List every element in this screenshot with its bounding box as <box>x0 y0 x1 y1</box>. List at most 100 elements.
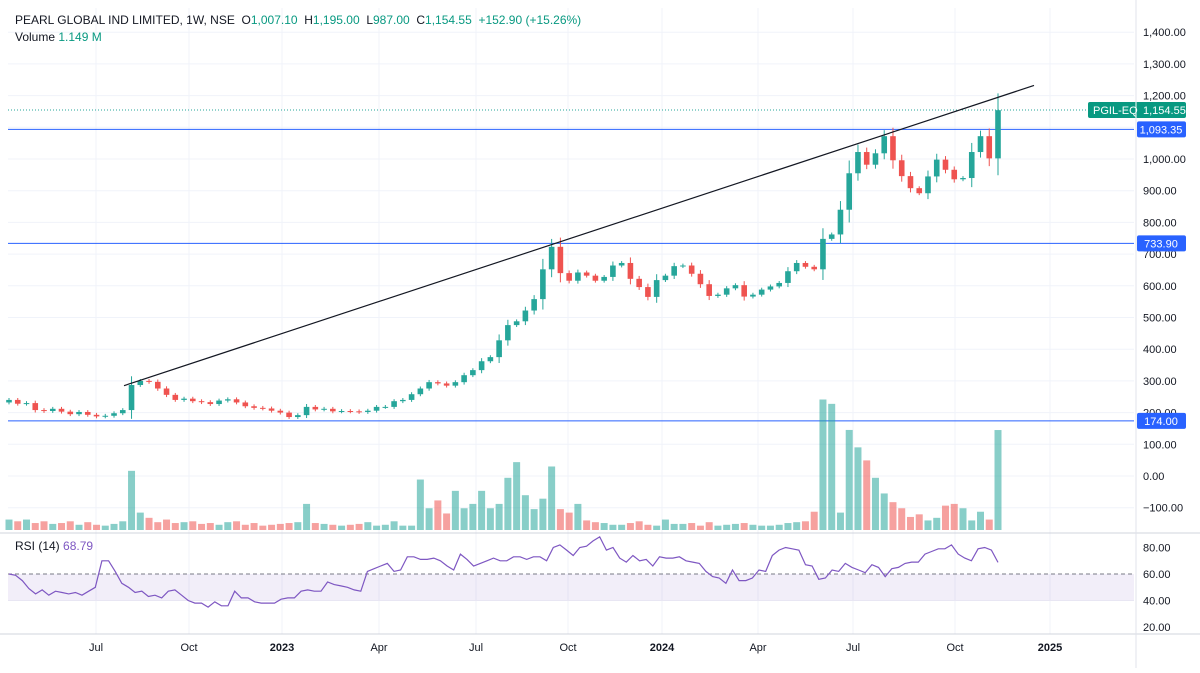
volume-bar <box>180 522 188 530</box>
volume-bar <box>740 523 748 530</box>
volume-bar <box>250 523 258 530</box>
candle <box>286 410 292 419</box>
volume-bar <box>976 511 984 530</box>
volume-bar <box>215 524 223 530</box>
volume-bar <box>381 524 389 530</box>
open-label: O <box>241 13 251 27</box>
candle <box>837 201 844 244</box>
volume-bar <box>451 490 459 530</box>
x-tick-label: 2025 <box>1038 642 1062 654</box>
candle <box>995 93 1001 176</box>
volume-bar <box>233 521 241 530</box>
volume-bar <box>521 495 529 530</box>
volume-bar <box>653 525 661 530</box>
candle <box>907 171 914 193</box>
candle <box>811 264 818 272</box>
volume-legend: Volume 1.149 M <box>15 29 581 46</box>
volume-bar <box>443 513 451 530</box>
volume-bar <box>460 508 468 530</box>
volume-bar <box>793 522 801 530</box>
candle <box>960 176 966 182</box>
y-tick-label: 1,400.00 <box>1143 27 1186 39</box>
candle <box>802 261 809 269</box>
volume-bar <box>285 523 293 530</box>
volume-bar <box>303 503 311 530</box>
volume-bar <box>898 508 906 530</box>
candle <box>295 413 301 419</box>
volume-bar <box>364 522 372 530</box>
volume-bar <box>49 523 57 530</box>
candle <box>487 355 494 364</box>
candle <box>111 411 117 418</box>
x-tick-label: Apr <box>370 642 387 654</box>
candle <box>6 398 12 405</box>
candle <box>338 409 345 414</box>
rsi-zone <box>8 574 1134 601</box>
volume-value: 1.149 M <box>58 30 102 44</box>
volume-bar <box>731 523 739 530</box>
levels <box>8 109 1134 422</box>
candle <box>785 267 791 288</box>
symbol-ohlc-line: PEARL GLOBAL IND LIMITED, 1W, NSE O1,007… <box>15 12 581 29</box>
volume-bar <box>985 519 993 530</box>
candle <box>356 409 362 414</box>
trendline-segment[interactable] <box>123 84 1035 387</box>
volume-bar <box>189 521 197 530</box>
volume-bar <box>670 523 678 530</box>
volume-bar <box>469 503 477 530</box>
candle <box>968 142 975 188</box>
volume-bar <box>828 403 836 530</box>
candle <box>592 273 599 283</box>
volume-bar <box>871 477 879 530</box>
candle <box>49 406 56 413</box>
volume-bar <box>119 521 127 530</box>
volume-bar <box>784 523 792 530</box>
volume-bar <box>198 523 206 530</box>
low-value: 987.00 <box>373 13 410 27</box>
candle <box>872 149 879 169</box>
volume-bar <box>924 520 932 530</box>
volume-bar <box>5 519 13 530</box>
volume-bar <box>416 479 424 530</box>
volume-bar <box>486 508 494 530</box>
rsi-tick-label: 60.00 <box>1143 569 1171 581</box>
candle <box>242 400 249 409</box>
volume-bar <box>915 514 923 530</box>
price-tag-symbol: PGIL-EQ <box>1093 105 1138 117</box>
x-tick-label: Apr <box>749 642 766 654</box>
volume-bar <box>600 523 608 530</box>
x-tick-label: Oct <box>180 642 197 654</box>
candle <box>662 273 669 282</box>
candle <box>154 379 161 391</box>
candles-series <box>6 93 1001 419</box>
candle <box>925 170 931 200</box>
rsi-label: RSI (14) <box>15 539 60 553</box>
x-tick-label: 2023 <box>270 642 294 654</box>
candle <box>426 379 432 391</box>
volume-bar <box>591 522 599 530</box>
volume-bar <box>40 521 48 530</box>
volume-bar <box>268 524 276 530</box>
trendline[interactable] <box>123 84 1035 387</box>
candle <box>706 280 712 301</box>
candle <box>119 408 126 416</box>
volume-bar <box>880 493 888 530</box>
volume-bar <box>574 503 582 530</box>
candle <box>312 404 319 412</box>
volume-bar <box>994 430 1002 530</box>
volume-bar <box>320 523 328 530</box>
candle <box>828 232 835 241</box>
volume-bar <box>355 523 363 530</box>
y-tick-label: 900.00 <box>1143 186 1177 198</box>
volume-bar <box>311 523 319 530</box>
volume-bar <box>959 508 967 530</box>
x-tick-label: Jul <box>89 642 103 654</box>
volume-bar <box>626 523 634 530</box>
candle <box>522 306 529 326</box>
y-tick-label: 1,300.00 <box>1143 59 1186 71</box>
candle <box>566 270 572 284</box>
candle <box>470 368 476 378</box>
